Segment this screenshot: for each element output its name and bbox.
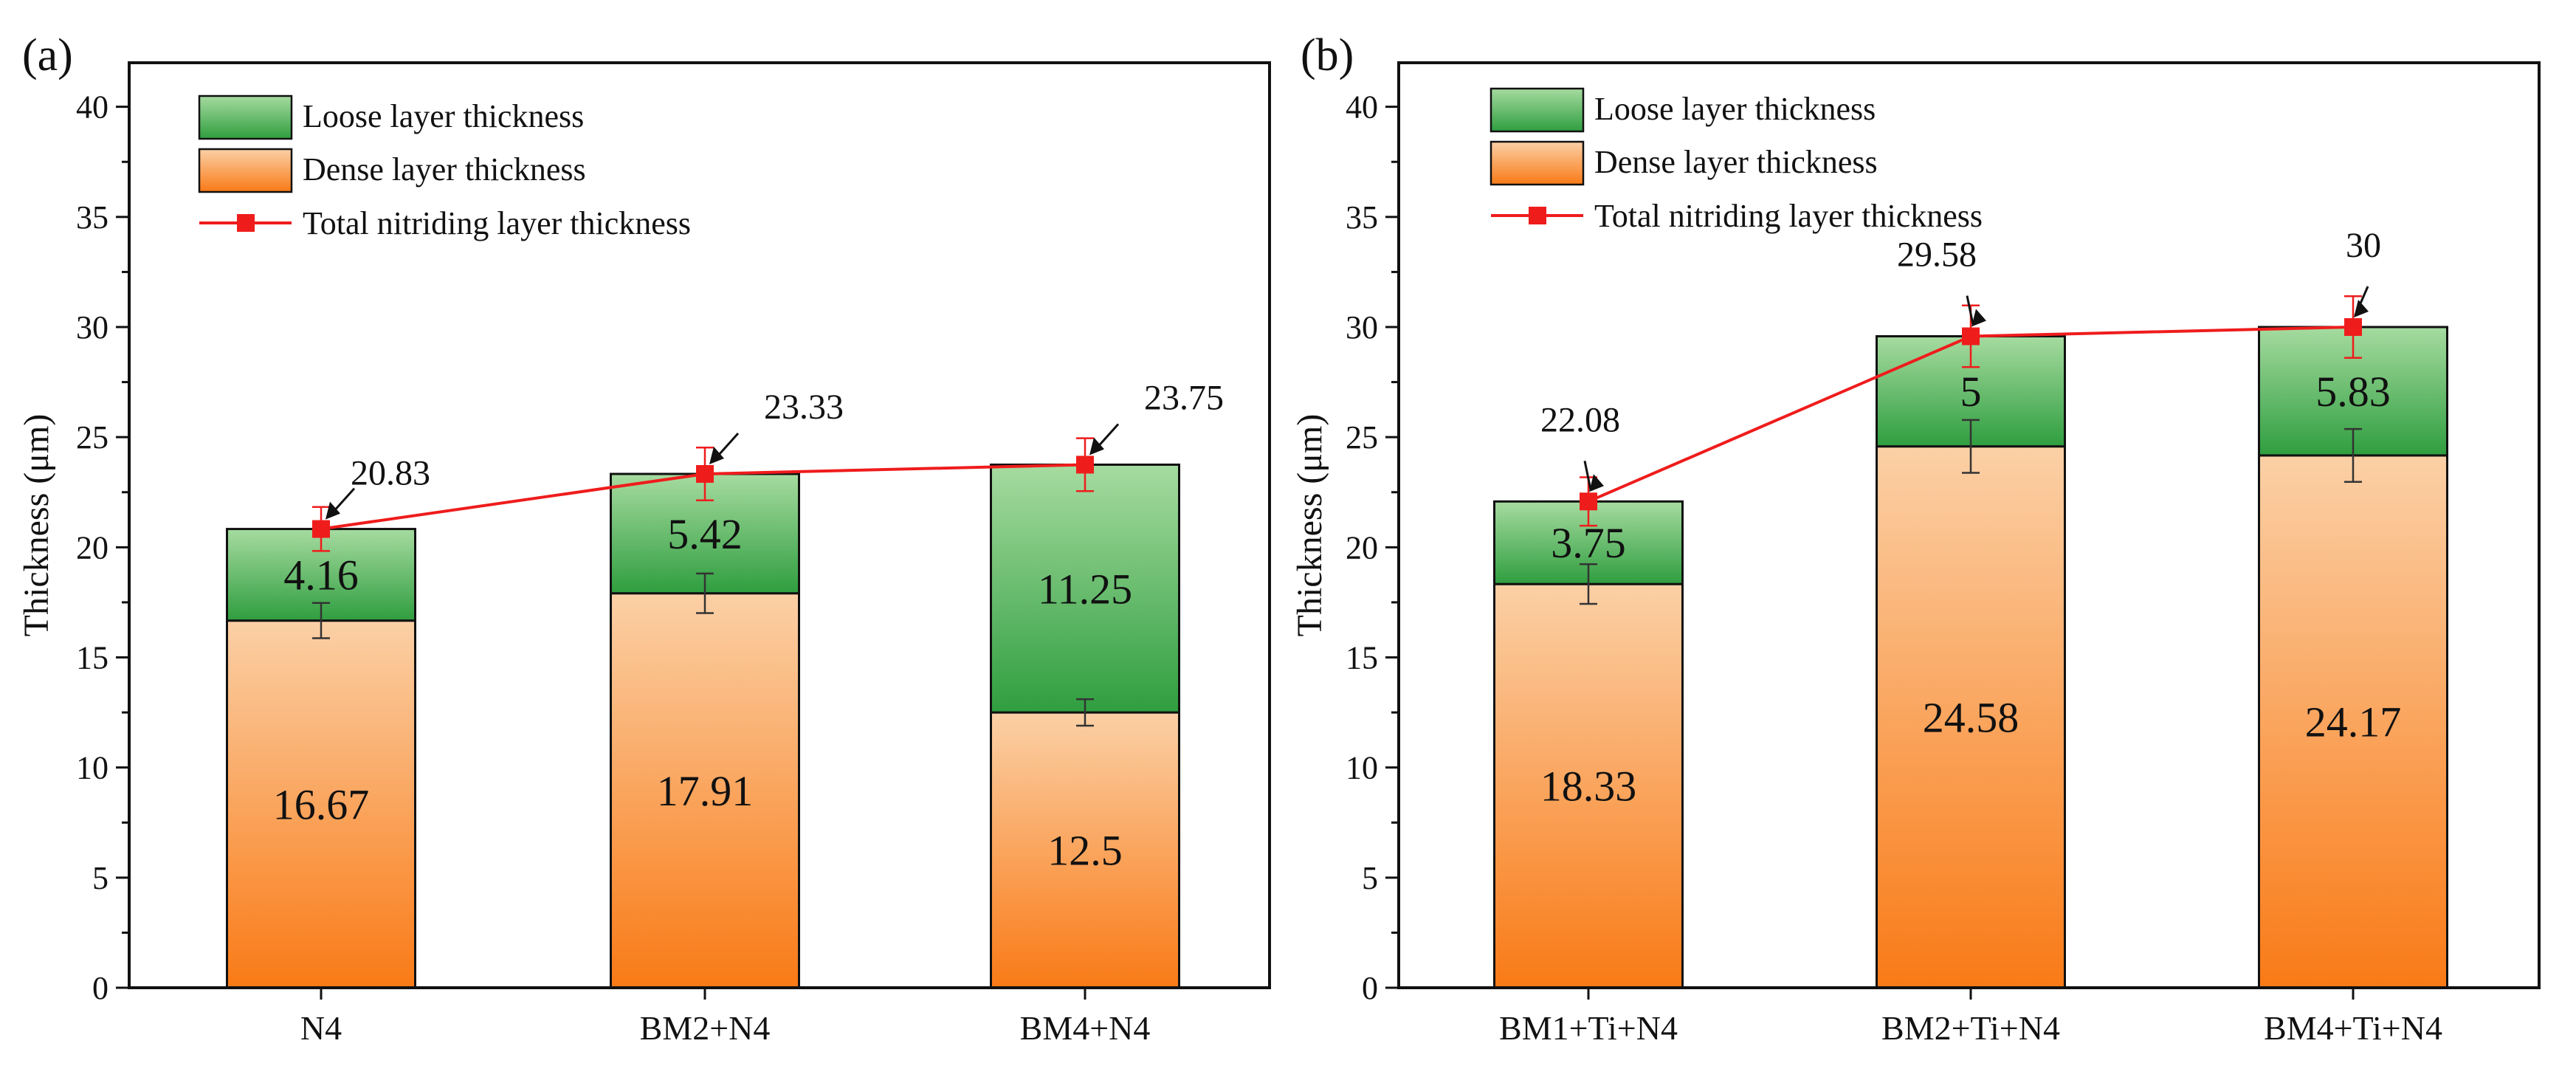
total-value-label: 29.58 (1897, 235, 1977, 275)
dense-bar (1876, 445, 2066, 989)
panel-b: (b) 18.33 3.75 24.58 5 24.17 5.83 22.08 29.58 30 0… (1290, 30, 2541, 1047)
y-tick-label: 25 (1346, 419, 1378, 455)
y-axis-title: Thickness (μm) (1290, 414, 1329, 637)
y-tick-label: 35 (76, 199, 109, 235)
total-point-marker (1962, 327, 1980, 345)
total-arrow-head (1971, 309, 1986, 327)
legend-total-marker (237, 214, 255, 232)
dense-value-label: 24.17 (2305, 698, 2402, 746)
total-point-marker (2344, 318, 2362, 336)
y-tick-label: 10 (1346, 750, 1378, 786)
panel-a-label: (a) (22, 30, 73, 80)
dense-value-label: 18.33 (1540, 763, 1637, 811)
legend-loose-label: Loose layer thickness (303, 98, 584, 134)
total-point-marker (696, 464, 714, 483)
x-tick-label: BM4+N4 (1020, 1009, 1151, 1047)
total-arrow-head (709, 446, 724, 464)
total-arrow-head (1089, 437, 1104, 455)
legend-dense-label: Dense layer thickness (1594, 144, 1878, 180)
legend-total-label: Total nitriding layer thickness (1594, 198, 1983, 234)
y-tick-label: 0 (1362, 970, 1378, 1006)
dense-bar (2258, 454, 2448, 989)
dense-value-label: 17.91 (657, 767, 754, 815)
loose-value-label: 4.16 (283, 551, 359, 599)
dense-value-label: 12.5 (1047, 827, 1123, 875)
y-tick-label: 20 (1346, 529, 1378, 565)
legend-dense-swatch (1490, 140, 1585, 186)
total-point-marker (1580, 492, 1597, 511)
legend-total-marker (1529, 207, 1546, 224)
total-arrow-head (2354, 300, 2369, 317)
total-arrow-line (1583, 460, 1592, 490)
loose-value-label: 5.83 (2315, 368, 2391, 416)
plot-frame (128, 61, 1271, 989)
legend-dense-label: Dense layer thickness (303, 151, 586, 188)
total-value-label: 30 (2346, 226, 2381, 265)
y-tick-label: 15 (1346, 640, 1378, 676)
total-value-label: 23.33 (764, 388, 844, 427)
plot-frame (1397, 61, 2541, 989)
dense-bar (610, 592, 800, 989)
y-axis-title: Thickness (μm) (17, 414, 56, 637)
y-tick-label: 10 (76, 750, 109, 786)
dense-value-label: 24.58 (1923, 693, 2019, 741)
total-point-marker (1076, 455, 1094, 474)
y-tick-label: 40 (76, 89, 109, 125)
total-value-label: 22.08 (1540, 400, 1620, 439)
x-tick-label: BM2+N4 (640, 1009, 771, 1047)
dense-value-label: 16.67 (273, 780, 370, 828)
loose-value-label: 3.75 (1551, 519, 1626, 567)
legend-dense-swatch (198, 148, 293, 193)
y-tick-label: 5 (1362, 860, 1378, 896)
y-tick-label: 30 (76, 309, 109, 345)
y-tick-label: 25 (76, 419, 109, 455)
y-tick-label: 5 (92, 860, 109, 896)
legend-total-label: Total nitriding layer thickness (303, 205, 691, 241)
dense-bar (226, 619, 416, 989)
total-value-label: 23.75 (1144, 378, 1224, 417)
x-tick-label: BM4+Ti+N4 (2264, 1009, 2442, 1047)
loose-value-label: 5.42 (667, 510, 743, 558)
legend-loose-swatch (1490, 87, 1585, 133)
loose-value-label: 11.25 (1038, 565, 1132, 613)
y-tick-label: 0 (92, 970, 109, 1006)
x-tick-label: N4 (300, 1009, 342, 1047)
y-tick-label: 40 (1346, 89, 1378, 125)
legend-loose-swatch (198, 94, 293, 140)
panel-b-label: (b) (1301, 30, 1354, 80)
total-arrow-line (1966, 295, 1974, 325)
total-point-marker (312, 520, 330, 538)
loose-value-label: 5 (1960, 368, 1982, 416)
panel-a: (a) 16.67 4.16 17.91 5.42 12.5 11.25 20.83 23.33… (17, 30, 1271, 1047)
y-tick-label: 15 (76, 640, 109, 676)
y-tick-label: 20 (76, 529, 109, 565)
y-tick-label: 30 (1346, 309, 1378, 345)
total-arrow-head (1589, 474, 1604, 492)
dense-bar (990, 711, 1180, 989)
x-tick-label: BM1+Ti+N4 (1499, 1009, 1678, 1047)
loose-bar (990, 463, 1180, 714)
total-arrow-head (326, 501, 340, 520)
total-value-label: 20.83 (351, 454, 430, 493)
y-tick-label: 35 (1346, 199, 1378, 235)
legend-loose-label: Loose layer thickness (1594, 91, 1876, 127)
x-tick-label: BM2+Ti+N4 (1881, 1009, 2060, 1047)
